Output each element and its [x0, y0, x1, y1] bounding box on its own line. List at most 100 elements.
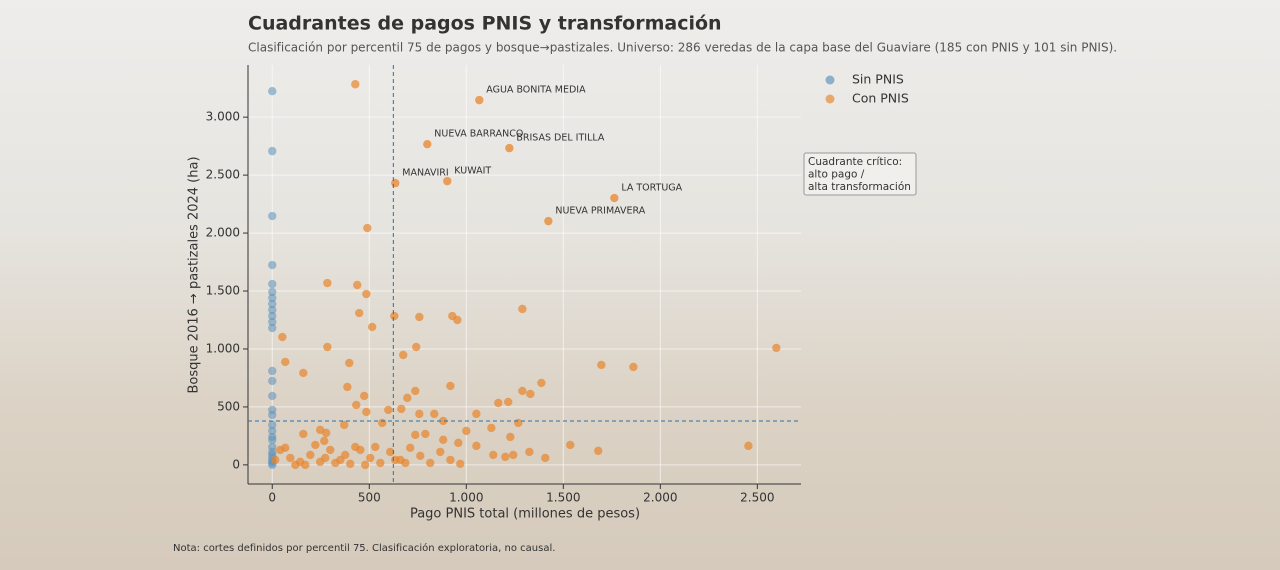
x-tick-label: 0 [268, 491, 276, 505]
point [268, 317, 277, 327]
x-tick-label: 2.500 [740, 491, 774, 505]
point [454, 438, 463, 448]
point [386, 447, 395, 457]
point-label: NUEVA BARRANCO [434, 129, 523, 140]
point [268, 86, 277, 96]
point [268, 146, 277, 156]
point [421, 429, 430, 439]
point [514, 418, 523, 428]
point [270, 455, 280, 465]
point [281, 357, 290, 367]
point [376, 458, 385, 468]
point [353, 280, 362, 290]
y-tick-label: 3.000 [206, 110, 240, 124]
point-label: BRISAS DEL ITILLA [516, 133, 605, 144]
point [415, 312, 424, 322]
chart-title: Cuadrantes de pagos PNIS y transformació… [248, 13, 722, 35]
point [446, 381, 455, 391]
point [456, 459, 465, 469]
point [506, 432, 515, 442]
x-tick-label: 2.000 [643, 491, 677, 505]
point [281, 443, 290, 453]
grid [248, 65, 801, 484]
point [438, 435, 448, 445]
point [299, 429, 308, 439]
point [416, 451, 425, 461]
point [518, 386, 527, 396]
point [268, 211, 277, 221]
x-tick-label: 500 [358, 491, 381, 505]
point [744, 441, 753, 451]
point [268, 323, 277, 333]
point [371, 442, 380, 452]
point [378, 418, 387, 428]
point [597, 360, 606, 370]
y-tick-label: 2.500 [206, 168, 240, 182]
point [384, 405, 393, 415]
point [541, 453, 550, 463]
legend-label: Con PNIS [852, 91, 909, 106]
point [291, 460, 300, 470]
labeled-point [475, 95, 484, 105]
point [438, 416, 448, 426]
point [501, 452, 510, 462]
labeled-point [610, 193, 619, 203]
point-label: AGUA BONITA MEDIA [486, 85, 586, 96]
point [525, 447, 534, 457]
point [566, 440, 575, 450]
point [340, 420, 349, 430]
point [472, 441, 481, 451]
legend-marker [825, 94, 835, 104]
point [360, 391, 369, 401]
point [518, 304, 527, 314]
point [391, 455, 400, 465]
point-label: LA TORTUGA [621, 183, 682, 194]
point [537, 378, 546, 388]
annotation-text: Cuadrante crítico: [808, 156, 902, 168]
point [268, 426, 277, 436]
point [268, 305, 277, 315]
point [399, 350, 408, 360]
point [594, 446, 603, 456]
point [268, 311, 277, 321]
point [629, 362, 638, 372]
point [268, 299, 277, 309]
x-axis-label: Pago PNIS total (millones de pesos) [410, 507, 640, 522]
y-tick-label: 2.000 [206, 226, 240, 240]
point [321, 428, 331, 438]
legend-marker [825, 75, 835, 85]
point [268, 410, 277, 420]
y-tick-label: 1.500 [206, 284, 240, 298]
point [345, 358, 354, 368]
point [397, 404, 406, 414]
point [343, 382, 352, 392]
point [360, 460, 370, 470]
point [268, 287, 277, 297]
point [268, 366, 277, 376]
labeled-point [391, 178, 400, 188]
point [341, 450, 350, 460]
annotation-text: alta transformación [808, 181, 911, 193]
point [411, 386, 420, 396]
point [326, 445, 335, 455]
point [268, 391, 277, 401]
y-tick-label: 1.000 [206, 341, 240, 355]
point [346, 459, 355, 469]
point [453, 315, 462, 325]
point [268, 293, 277, 303]
point [411, 430, 420, 440]
point [412, 342, 421, 352]
point [462, 426, 471, 436]
point-label: KUWAIT [454, 166, 491, 177]
point [362, 289, 371, 299]
footnote: Nota: cortes definidos por percentil 75.… [173, 542, 555, 554]
chart-subtitle: Clasificación por percentil 75 de pagos … [248, 41, 1117, 55]
point [406, 443, 415, 453]
point [351, 80, 360, 89]
point [323, 342, 332, 352]
point [268, 260, 277, 270]
y-tick-label: 500 [217, 399, 240, 413]
point [278, 332, 287, 342]
point [299, 368, 308, 378]
